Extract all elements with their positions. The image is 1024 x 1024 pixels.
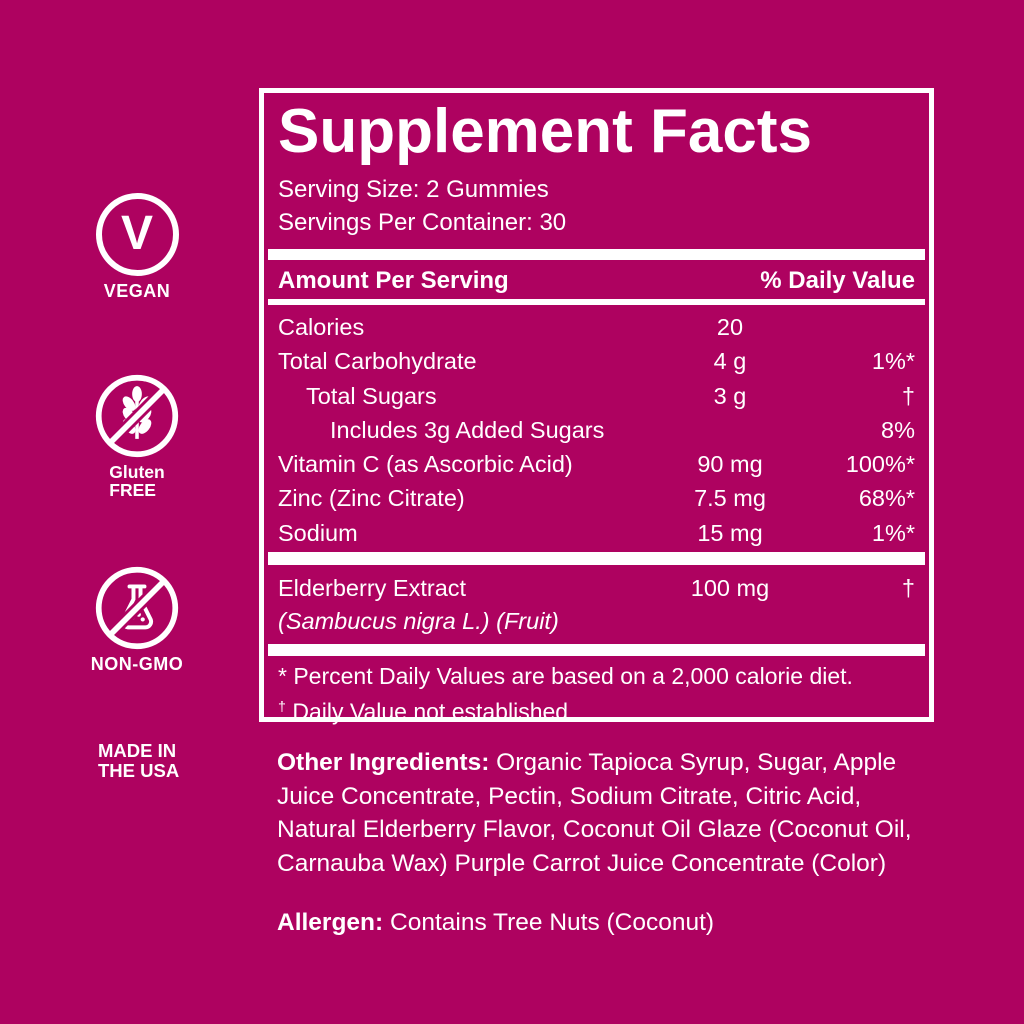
supplement-facts-panel: Supplement Facts Serving Size: 2 Gummies… (259, 88, 934, 725)
divider-thick (268, 552, 925, 566)
allergen-text: Contains Tree Nuts (Coconut) (383, 909, 715, 936)
panel-title: Supplement Facts (278, 97, 812, 166)
non-gmo-icon (95, 566, 179, 650)
table-row: Calories 20 (278, 314, 744, 340)
gluten-free-badge: Gluten FREE (67, 372, 207, 501)
vegan-label: VEGAN (103, 281, 171, 301)
non-gmo-badge: NON-GMO (67, 564, 207, 675)
other-ingredients-text: Organic Tapioca Syrup, Sugar, Apple Juic… (277, 749, 912, 877)
botanical-name: (Sambucus nigra L.) (Fruit) (278, 608, 559, 635)
footnotes: * Percent Daily Values are based on a 2,… (278, 661, 915, 728)
divider-thick (268, 249, 925, 260)
table-row: Includes 3g Added Sugars 8% (330, 416, 915, 443)
table-row: Vitamin C (as Ascorbic Acid) 90 mg 100%* (278, 451, 915, 478)
amount-per-serving-header: Amount Per Serving (278, 267, 509, 294)
divider-medium (268, 644, 925, 657)
gluten-free-icon (95, 374, 179, 458)
gluten-free-label: Gluten FREE (109, 462, 165, 500)
made-in-usa-label: MADE IN THE USA (98, 740, 180, 781)
non-gmo-label: NON-GMO (90, 654, 184, 674)
table-row: Total Carbohydrate 4 g 1%* (278, 348, 915, 375)
daily-value-header: % Daily Value (760, 267, 915, 294)
servings-per-container: Servings Per Container: 30 (278, 209, 567, 236)
vegan-icon: V (95, 193, 179, 276)
table-row: Zinc (Zinc Citrate) 7.5 mg 68%* (278, 485, 915, 512)
vegan-letter: V (120, 206, 153, 260)
serving-size: Serving Size: 2 Gummies (278, 176, 549, 203)
serving-info: Serving Size: 2 Gummies Servings Per Con… (278, 173, 915, 239)
divider-medium (268, 299, 925, 305)
other-ingredients-label: Other Ingredients: (277, 749, 490, 776)
nutrient-table: Calories 20 Total Carbohydrate 4 g 1%* T… (278, 310, 915, 550)
table-header: Amount Per Serving % Daily Value (278, 266, 915, 296)
table-row: Elderberry Extract 100 mg † (278, 575, 915, 602)
table-row: Total Sugars 3 g † (306, 382, 915, 409)
vegan-badge: V VEGAN (67, 193, 207, 302)
allergen: Allergen: Contains Tree Nuts (Coconut) (277, 906, 927, 939)
footnote-dagger: † Daily Value not established. (278, 698, 575, 725)
extract-section: Elderberry Extract 100 mg † (Sambucus ni… (278, 572, 915, 638)
table-row: Sodium 15 mg 1%* (278, 519, 915, 546)
footnote-daily-values: * Percent Daily Values are based on a 2,… (278, 663, 853, 690)
other-ingredients: Other Ingredients: Organic Tapioca Syrup… (277, 746, 927, 880)
allergen-label: Allergen: (277, 909, 384, 936)
